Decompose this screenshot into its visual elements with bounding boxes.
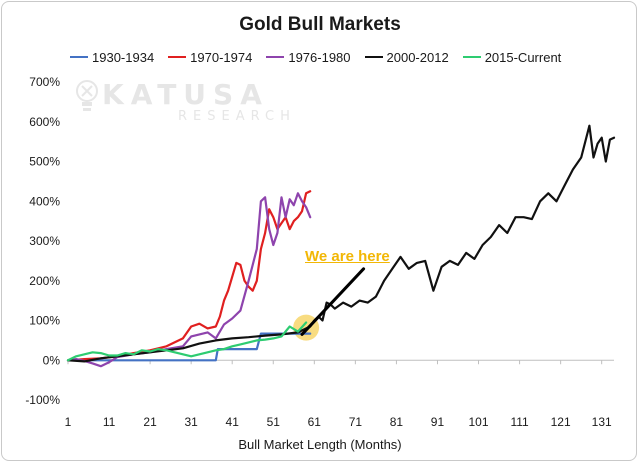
x-tick-label: 31 xyxy=(184,415,198,429)
x-axis-title: Bull Market Length (Months) xyxy=(238,437,402,452)
legend-label: 1976-1980 xyxy=(288,49,351,65)
y-tick-label: 700% xyxy=(29,75,60,89)
x-tick-label: 41 xyxy=(226,415,240,429)
x-tick-label: 71 xyxy=(349,415,363,429)
legend-item-2015-current: 2015-Current xyxy=(462,49,562,65)
legend-label: 1930-1934 xyxy=(92,49,155,65)
y-tick-label: 500% xyxy=(29,155,60,169)
legend-item-1970-1974: 1970-1974 xyxy=(168,50,252,65)
series-line-2000-2012 xyxy=(66,124,616,363)
x-tick-label: 131 xyxy=(592,415,612,429)
y-tick-label: -100% xyxy=(25,393,60,407)
x-tick-label: 111 xyxy=(510,415,529,429)
legend-item-1976-1980: 1976-1980 xyxy=(266,49,351,65)
y-tick-label: 100% xyxy=(29,314,60,328)
x-tick-label: 61 xyxy=(308,415,322,429)
x-tick-label: 81 xyxy=(390,415,404,429)
legend-label: 2000-2012 xyxy=(386,49,449,65)
chart-legend: 1930-1934 1970-1974 1976-1980 2000-2012 … xyxy=(70,48,561,66)
y-tick-label: 0% xyxy=(43,353,61,367)
legend-swatch xyxy=(462,56,481,58)
x-tick-label: 101 xyxy=(469,415,489,429)
legend-item-1930-1934: 1930-1934 xyxy=(70,50,154,65)
x-tick-label: 51 xyxy=(267,415,281,429)
y-tick-label: 400% xyxy=(29,194,60,208)
series-line-1976-1980 xyxy=(66,192,312,368)
annotation-label: We are here xyxy=(305,248,390,265)
series-line-2015-current xyxy=(66,321,308,362)
y-tick-label: 300% xyxy=(29,234,60,248)
legend-label: 2015-Current xyxy=(484,49,562,65)
annotation-arrow-line xyxy=(300,267,366,336)
chart-title: Gold Bull Markets xyxy=(239,14,401,35)
series-line-1970-1974 xyxy=(66,190,312,362)
y-tick-label: 200% xyxy=(29,274,60,288)
x-tick-label: 11 xyxy=(103,415,116,429)
x-tick-label: 121 xyxy=(551,415,571,429)
x-tick-label: 91 xyxy=(431,415,445,429)
legend-swatch xyxy=(266,56,285,58)
legend-swatch xyxy=(364,56,383,58)
legend-swatch xyxy=(70,56,88,58)
legend-label: 1970-1974 xyxy=(190,49,253,65)
x-tick-label: 1 xyxy=(65,415,72,429)
legend-item-2000-2012: 2000-2012 xyxy=(364,49,449,65)
x-tick-label: 21 xyxy=(143,415,157,429)
legend-swatch xyxy=(168,56,187,58)
y-tick-label: 600% xyxy=(29,115,60,129)
